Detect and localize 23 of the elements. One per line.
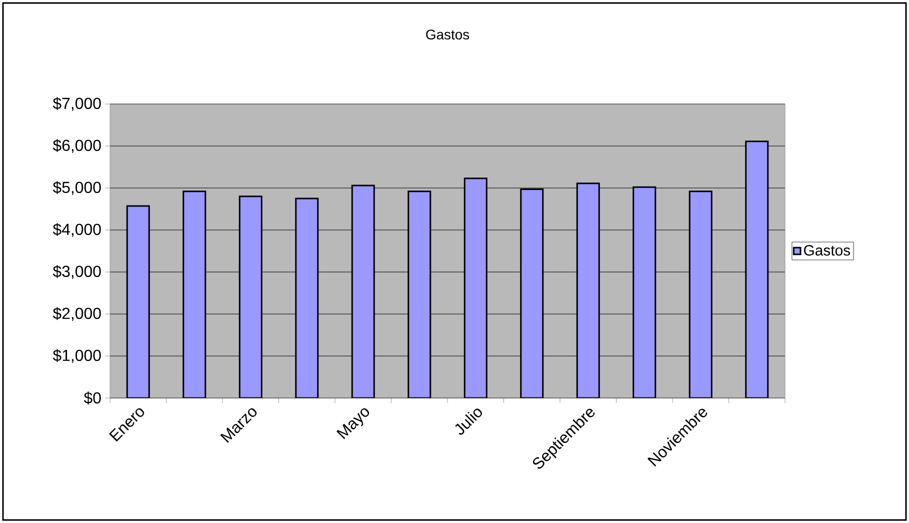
x-tick-label: Julio <box>455 408 482 435</box>
bar <box>688 190 712 398</box>
y-tick-label: $6,000 <box>52 139 101 153</box>
bar <box>408 190 432 398</box>
y-tick-label: $1,000 <box>52 349 101 363</box>
bar <box>520 188 544 398</box>
y-tick-label: $4,000 <box>52 223 101 237</box>
bar <box>182 190 206 398</box>
bar <box>745 140 769 398</box>
y-tick-label: $0 <box>84 392 101 404</box>
bar <box>126 205 150 398</box>
bar <box>632 186 656 398</box>
bar <box>576 182 600 398</box>
chart-title: Gastos <box>426 30 470 40</box>
bar <box>295 198 319 398</box>
legend-label: Gastos <box>804 245 850 256</box>
bar <box>464 178 488 398</box>
bar <box>238 196 262 398</box>
bar <box>351 184 375 398</box>
y-tick-label: $2,000 <box>52 307 101 321</box>
y-tick-label: $7,000 <box>52 97 101 111</box>
y-tick-label: $3,000 <box>52 265 101 279</box>
y-tick-label: $5,000 <box>52 181 101 195</box>
